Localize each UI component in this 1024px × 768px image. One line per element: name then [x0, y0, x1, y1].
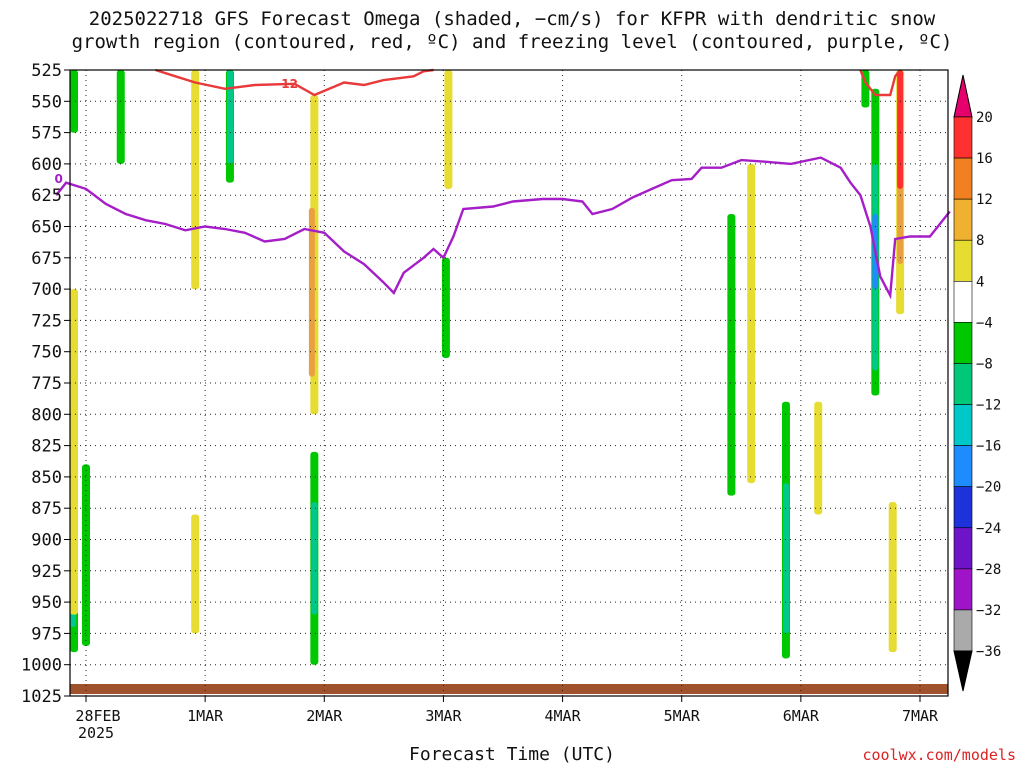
colorbar-top-arrow — [953, 74, 973, 118]
y-tick-label-700: 700 — [31, 280, 62, 300]
colorbar: 20 16 12 8 4 −4 −8 −12 −16 −20 −24 −28 −32 −36 — [953, 74, 1001, 692]
colorbar-label-0: 20 — [976, 110, 993, 126]
colorbar-swatch-9 — [953, 486, 973, 529]
x-tick-label-28FEB: 28FEB — [75, 707, 120, 725]
omega-region-5 — [116, 70, 125, 164]
y-axis-ticks: 525 550 575 600 625 650 675 700 725 750 775 800 825 8… — [21, 61, 70, 707]
omega-region-15 — [441, 257, 450, 358]
colorbar-swatch-6 — [953, 363, 973, 405]
colorbar-label-13: −36 — [976, 644, 1001, 660]
terrain-strip — [70, 684, 948, 694]
omega-region-3 — [70, 289, 78, 615]
colorbar-bottom-arrow — [953, 650, 973, 692]
contour-line-0-0 — [155, 68, 434, 97]
omega-region-17 — [747, 163, 756, 484]
y-tick-label-925: 925 — [31, 562, 62, 582]
x-tick-label-2MAR: 2MAR — [306, 707, 343, 725]
y-tick-label-750: 750 — [31, 343, 62, 363]
colorbar-label-8: −16 — [976, 439, 1001, 455]
omega-region-7 — [191, 514, 200, 634]
y-tick-label-550: 550 — [31, 92, 62, 112]
x-tick-label-1MAR: 1MAR — [187, 707, 224, 725]
title-line-2: growth region (contoured, red, ºC) and f… — [71, 31, 953, 53]
colorbar-label-12: −32 — [976, 603, 1001, 619]
y-tick-label-800: 800 — [31, 405, 62, 425]
colorbar-label-4: 4 — [976, 274, 984, 290]
omega-region-14 — [444, 70, 453, 189]
colorbar-swatch-0 — [953, 116, 973, 159]
colorbar-swatch-4 — [953, 281, 973, 323]
x-tick-sublabel: 2025 — [78, 724, 114, 742]
y-tick-label-600: 600 — [31, 155, 62, 175]
y-tick-label-650: 650 — [31, 218, 62, 238]
x-axis-title: Forecast Time (UTC) — [409, 744, 615, 765]
colorbar-swatch-3 — [953, 239, 973, 282]
x-tick-label-6MAR: 6MAR — [783, 707, 820, 725]
colorbar-label-3: 8 — [976, 233, 984, 249]
omega-region-28 — [888, 501, 897, 653]
colorbar-swatch-12 — [953, 609, 973, 652]
plot-frame — [69, 69, 949, 697]
y-tick-label-725: 725 — [31, 311, 62, 331]
colorbar-swatch-5 — [953, 322, 973, 364]
colorbar-label-9: −20 — [976, 480, 1001, 496]
y-tick-label-625: 625 — [31, 186, 62, 206]
contour-label-1: 0 — [55, 172, 63, 186]
omega-region-16 — [727, 213, 736, 496]
omega-shading-layer — [70, 70, 905, 665]
terrain-ground-layer — [70, 684, 948, 694]
y-tick-label-575: 575 — [31, 124, 62, 144]
y-tick-label-900: 900 — [31, 531, 62, 551]
y-tick-label-1000: 1000 — [21, 656, 62, 676]
y-tick-label-775: 775 — [31, 374, 62, 394]
omega-region-27 — [897, 70, 904, 189]
colorbar-label-1: 16 — [976, 151, 993, 167]
omega-region-9 — [226, 70, 233, 164]
y-tick-label-850: 850 — [31, 468, 62, 488]
colorbar-label-11: −28 — [976, 562, 1001, 578]
colorbar-swatch-1 — [953, 157, 973, 200]
colorbar-swatch-7 — [953, 404, 973, 446]
chart-title: 2025022718 GFS Forecast Omega (shaded, −… — [0, 8, 1024, 54]
colorbar-label-7: −12 — [976, 398, 1001, 414]
colorbar-label-6: −8 — [976, 356, 993, 372]
title-line-1: 2025022718 GFS Forecast Omega (shaded, −… — [88, 8, 936, 30]
x-tick-label-3MAR: 3MAR — [425, 707, 462, 725]
omega-region-0 — [70, 70, 78, 133]
omega-region-13 — [311, 501, 318, 615]
colorbar-swatch-11 — [953, 568, 973, 611]
contour-line-1-0 — [55, 156, 951, 300]
contour-label-0: −12 — [271, 77, 298, 91]
x-tick-label-7MAR: 7MAR — [902, 707, 939, 725]
y-tick-label-1025: 1025 — [21, 687, 62, 707]
credit-link[interactable]: coolwx.com/models — [862, 746, 1016, 764]
y-tick-label-525: 525 — [31, 61, 62, 81]
omega-region-11 — [308, 207, 315, 377]
colorbar-label-5: −4 — [976, 315, 993, 331]
omega-region-19 — [782, 483, 789, 634]
grid-lines — [70, 70, 948, 696]
colorbar-swatch-10 — [953, 527, 973, 570]
colorbar-label-2: 12 — [976, 192, 993, 208]
contour-lines: −12 0 — [55, 68, 951, 300]
y-tick-label-675: 675 — [31, 249, 62, 269]
y-tick-label-825: 825 — [31, 437, 62, 457]
colorbar-label-10: −24 — [976, 521, 1001, 537]
omega-region-6 — [191, 70, 200, 290]
contour-line-0-1 — [859, 69, 902, 97]
x-tick-label-4MAR: 4MAR — [545, 707, 582, 725]
omega-region-20 — [814, 401, 823, 515]
y-tick-label-975: 975 — [31, 624, 62, 644]
colorbar-swatch-2 — [953, 198, 973, 241]
x-tick-label-5MAR: 5MAR — [664, 707, 701, 725]
y-tick-label-950: 950 — [31, 593, 62, 613]
colorbar-swatch-8 — [953, 445, 973, 487]
y-tick-label-875: 875 — [31, 499, 62, 519]
